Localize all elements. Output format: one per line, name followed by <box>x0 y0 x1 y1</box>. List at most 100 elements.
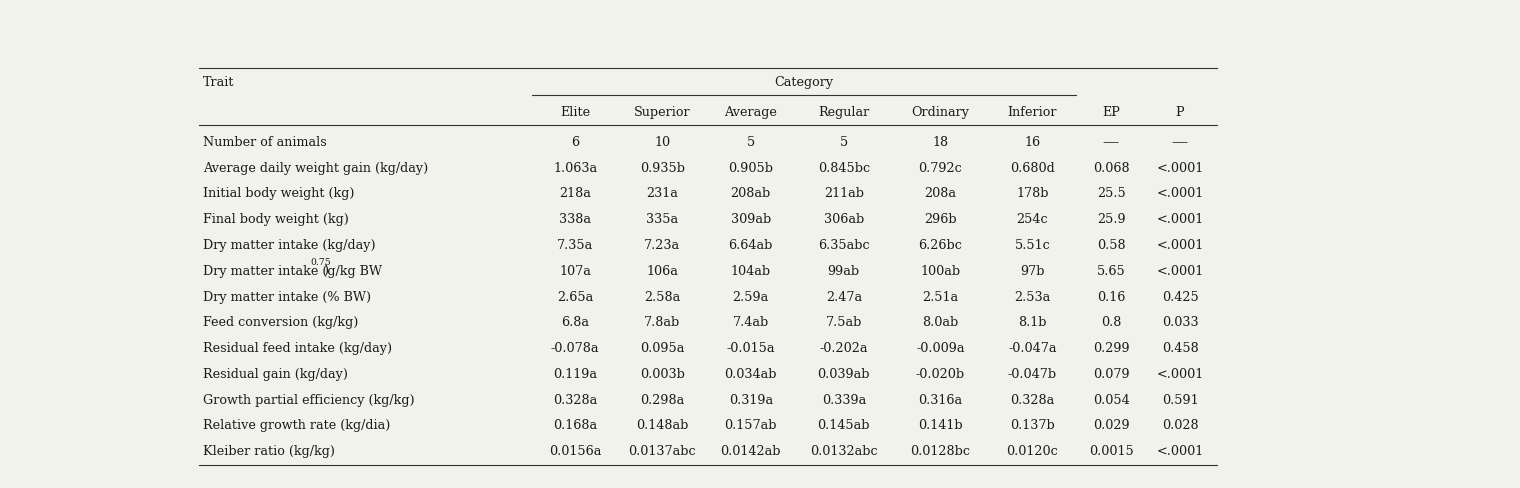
Text: 2.65a: 2.65a <box>558 290 593 303</box>
Text: 231a: 231a <box>646 187 678 200</box>
Text: Growth partial efficiency (kg/kg): Growth partial efficiency (kg/kg) <box>204 393 415 406</box>
Text: 106a: 106a <box>646 264 678 277</box>
Text: 0.0015: 0.0015 <box>1088 445 1134 457</box>
Text: -0.020b: -0.020b <box>917 367 965 380</box>
Text: 6.8a: 6.8a <box>561 316 590 328</box>
Text: 0.58: 0.58 <box>1097 239 1125 251</box>
Text: 7.23a: 7.23a <box>644 239 681 251</box>
Text: 0.157ab: 0.157ab <box>725 419 777 431</box>
Text: 0.680d: 0.680d <box>1009 161 1055 174</box>
Text: 208a: 208a <box>924 187 956 200</box>
Text: 0.054: 0.054 <box>1093 393 1129 406</box>
Text: Feed conversion (kg/kg): Feed conversion (kg/kg) <box>204 316 359 328</box>
Text: Superior: Superior <box>634 105 690 119</box>
Text: -0.047b: -0.047b <box>1008 367 1056 380</box>
Text: 0.16: 0.16 <box>1097 290 1125 303</box>
Text: Category: Category <box>774 75 833 88</box>
Text: 0.095a: 0.095a <box>640 342 684 354</box>
Text: 104ab: 104ab <box>731 264 771 277</box>
Text: EP: EP <box>1102 105 1120 119</box>
Text: 7.5ab: 7.5ab <box>825 316 862 328</box>
Text: 0.079: 0.079 <box>1093 367 1129 380</box>
Text: —-: —- <box>1102 136 1120 148</box>
Text: 6.26bc: 6.26bc <box>918 239 962 251</box>
Text: 0.0142ab: 0.0142ab <box>720 445 781 457</box>
Text: 0.298a: 0.298a <box>640 393 684 406</box>
Text: Regular: Regular <box>818 105 869 119</box>
Text: Dry matter intake (kg/day): Dry matter intake (kg/day) <box>204 239 375 251</box>
Text: 0.845bc: 0.845bc <box>818 161 869 174</box>
Text: 8.0ab: 8.0ab <box>923 316 959 328</box>
Text: Number of animals: Number of animals <box>204 136 327 148</box>
Text: 0.0137abc: 0.0137abc <box>629 445 696 457</box>
Text: <.0001: <.0001 <box>1157 239 1204 251</box>
Text: 6: 6 <box>572 136 579 148</box>
Text: 0.141b: 0.141b <box>918 419 962 431</box>
Text: 0.905b: 0.905b <box>728 161 774 174</box>
Text: 0.145ab: 0.145ab <box>818 419 869 431</box>
Text: 338a: 338a <box>559 213 591 225</box>
Text: 97b: 97b <box>1020 264 1044 277</box>
Text: 0.316a: 0.316a <box>918 393 962 406</box>
Text: 0.8: 0.8 <box>1100 316 1122 328</box>
Text: 0.319a: 0.319a <box>728 393 772 406</box>
Text: 0.039ab: 0.039ab <box>818 367 869 380</box>
Text: 0.935b: 0.935b <box>640 161 686 174</box>
Text: 335a: 335a <box>646 213 678 225</box>
Text: 0.068: 0.068 <box>1093 161 1129 174</box>
Text: 6.64ab: 6.64ab <box>728 239 772 251</box>
Text: 0.75: 0.75 <box>310 258 331 267</box>
Text: 25.9: 25.9 <box>1097 213 1125 225</box>
Text: <.0001: <.0001 <box>1157 161 1204 174</box>
Text: 7.4ab: 7.4ab <box>733 316 769 328</box>
Text: 218a: 218a <box>559 187 591 200</box>
Text: Average daily weight gain (kg/day): Average daily weight gain (kg/day) <box>204 161 429 174</box>
Text: Dry matter intake (g/kg BW: Dry matter intake (g/kg BW <box>204 264 382 277</box>
Text: <.0001: <.0001 <box>1157 445 1204 457</box>
Text: —-: —- <box>1172 136 1189 148</box>
Text: 0.029: 0.029 <box>1093 419 1129 431</box>
Text: <.0001: <.0001 <box>1157 187 1204 200</box>
Text: P: P <box>1176 105 1184 119</box>
Text: 0.328a: 0.328a <box>553 393 597 406</box>
Text: 2.53a: 2.53a <box>1014 290 1050 303</box>
Text: ): ) <box>322 264 328 277</box>
Text: 8.1b: 8.1b <box>1018 316 1046 328</box>
Text: 0.591: 0.591 <box>1161 393 1198 406</box>
Text: Inferior: Inferior <box>1008 105 1056 119</box>
Text: Ordinary: Ordinary <box>912 105 970 119</box>
Text: 0.792c: 0.792c <box>918 161 962 174</box>
Text: Kleiber ratio (kg/kg): Kleiber ratio (kg/kg) <box>204 445 334 457</box>
Text: 0.119a: 0.119a <box>553 367 597 380</box>
Text: 254c: 254c <box>1017 213 1049 225</box>
Text: 0.028: 0.028 <box>1161 419 1198 431</box>
Text: 0.299: 0.299 <box>1093 342 1129 354</box>
Text: Residual feed intake (kg/day): Residual feed intake (kg/day) <box>204 342 392 354</box>
Text: 0.458: 0.458 <box>1161 342 1198 354</box>
Text: 2.47a: 2.47a <box>825 290 862 303</box>
Text: Residual gain (kg/day): Residual gain (kg/day) <box>204 367 348 380</box>
Text: 5: 5 <box>839 136 848 148</box>
Text: 16: 16 <box>1024 136 1040 148</box>
Text: 5: 5 <box>746 136 755 148</box>
Text: 100ab: 100ab <box>920 264 961 277</box>
Text: -0.009a: -0.009a <box>917 342 965 354</box>
Text: Initial body weight (kg): Initial body weight (kg) <box>204 187 354 200</box>
Text: Final body weight (kg): Final body weight (kg) <box>204 213 348 225</box>
Text: <.0001: <.0001 <box>1157 264 1204 277</box>
Text: Relative growth rate (kg/dia): Relative growth rate (kg/dia) <box>204 419 391 431</box>
Text: -0.015a: -0.015a <box>727 342 775 354</box>
Text: Dry matter intake (% BW): Dry matter intake (% BW) <box>204 290 371 303</box>
Text: 309ab: 309ab <box>731 213 771 225</box>
Text: 2.59a: 2.59a <box>733 290 769 303</box>
Text: 107a: 107a <box>559 264 591 277</box>
Text: 99ab: 99ab <box>828 264 860 277</box>
Text: 0.0128bc: 0.0128bc <box>910 445 970 457</box>
Text: -0.202a: -0.202a <box>819 342 868 354</box>
Text: 0.148ab: 0.148ab <box>637 419 689 431</box>
Text: 0.137b: 0.137b <box>1009 419 1055 431</box>
Text: Trait: Trait <box>204 75 234 88</box>
Text: 0.339a: 0.339a <box>822 393 866 406</box>
Text: -0.078a: -0.078a <box>550 342 599 354</box>
Text: 296b: 296b <box>924 213 956 225</box>
